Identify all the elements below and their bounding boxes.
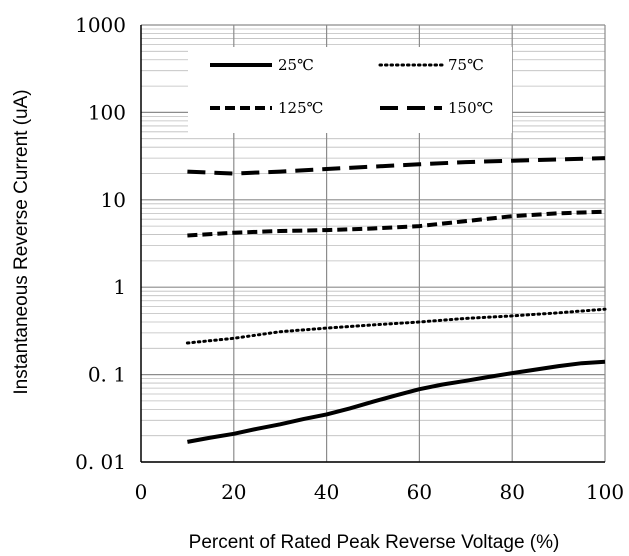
y-tick-label: 100 [88,100,126,124]
legend-label-4: 150℃ [448,99,493,117]
series-lines [185,156,607,444]
y-tick-label: 0. 1 [88,363,126,387]
series-line-4 [187,156,606,176]
series-line-3 [187,209,606,238]
legend-box [188,47,512,133]
y-tick-label: 1 [113,275,126,299]
grid [141,24,606,463]
series-line-1 [187,359,606,444]
legend-label-3: 125℃ [278,99,323,117]
legend-label-1: 25℃ [278,56,314,74]
x-tick-label: 60 [407,480,432,504]
tick-labels: 0. 01 0. 1 1 10 100 1000 0 20 40 60 80 100 [75,13,624,504]
axes [140,25,605,463]
y-tick-label: 10 [101,188,126,212]
x-tick-label: 40 [314,480,339,504]
y-axis-title: Instantaneous Reverse Current (uA) [11,89,32,394]
series-line-2 [185,307,607,345]
x-tick-label: 0 [135,480,148,504]
y-tick-label: 1000 [75,13,126,37]
x-tick-label: 100 [586,480,624,504]
legend-label-2: 75℃ [448,56,484,74]
x-tick-label: 80 [499,480,524,504]
x-tick-label: 20 [221,480,246,504]
legend: 25℃ 75℃ 125℃ 150℃ [188,47,512,133]
x-axis-title: Percent of Rated Peak Reverse Voltage (%… [189,532,560,553]
y-tick-label: 0. 01 [75,450,126,474]
